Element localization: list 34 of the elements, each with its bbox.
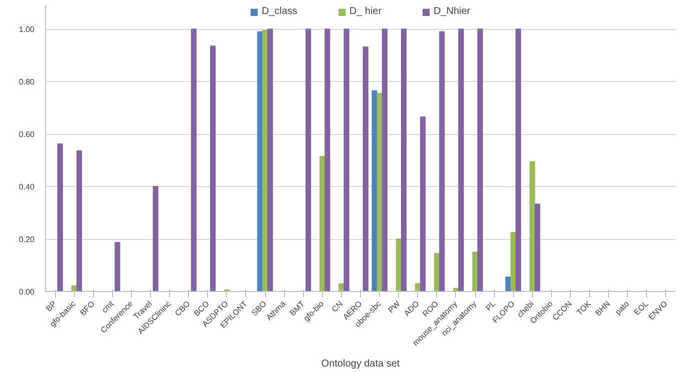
bar: [372, 90, 378, 292]
bar: [210, 46, 216, 292]
x-tick-label: PW: [386, 299, 402, 315]
bar: [306, 28, 312, 292]
bar: [362, 46, 368, 292]
bar: [57, 144, 63, 292]
y-tick-label: 1.00: [18, 25, 36, 34]
bar: [324, 28, 330, 292]
bar: [530, 161, 536, 292]
bar: [344, 28, 350, 292]
bar: [400, 28, 407, 292]
bar: [439, 31, 445, 292]
bar: [420, 116, 426, 292]
y-tick-label: 0.40: [18, 182, 36, 192]
legend-label: D_Nhier: [434, 6, 470, 17]
y-tick-label: 0.00: [18, 288, 36, 296]
y-tick-label: 0.80: [18, 78, 36, 87]
x-axis-title: Ontology data set: [321, 358, 400, 370]
y-tick-label: 0.60: [18, 130, 36, 140]
bar: [257, 31, 263, 292]
bar: [458, 28, 464, 292]
bar: [267, 28, 273, 292]
bar: [382, 28, 388, 292]
bar: [534, 204, 540, 292]
bar: [516, 28, 522, 292]
bar: [152, 186, 158, 292]
legend-label: D_class: [262, 6, 298, 17]
bar: [114, 242, 120, 292]
bar: [477, 28, 483, 292]
bar: [190, 28, 197, 292]
x-tick-label: CN: [330, 299, 345, 314]
bar: [76, 150, 82, 292]
y-tick-label: 0.20: [18, 235, 36, 244]
legend-label: D_ hier: [349, 6, 382, 17]
